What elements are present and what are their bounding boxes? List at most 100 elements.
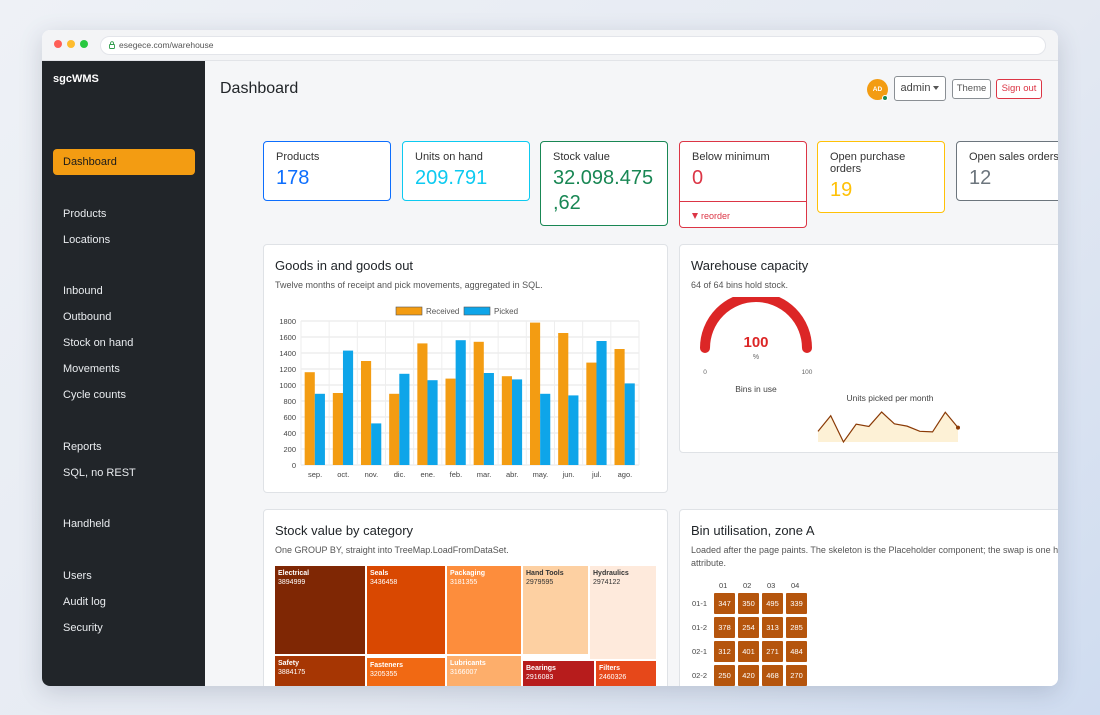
sidebar-item-handheld[interactable]: Handheld — [63, 518, 111, 530]
treemap-cell-name: Filters — [599, 665, 621, 672]
y-tick-label: 800 — [283, 397, 296, 406]
treemap-cell-lubricants[interactable]: Lubricants 3166007 — [446, 655, 522, 686]
online-status-dot — [882, 95, 888, 101]
gauge-caption: Bins in use — [735, 384, 777, 394]
bar-received[interactable] — [304, 372, 315, 465]
heatmap-row-label: 01-2 — [692, 623, 708, 632]
treemap-cell-value: 2460326 — [599, 674, 627, 681]
x-tick-label: oct. — [337, 470, 349, 479]
sidebar-item-reports[interactable]: Reports — [63, 441, 102, 453]
bin-cell[interactable]: 254 — [738, 617, 759, 638]
bin-cell[interactable]: 250 — [714, 665, 735, 686]
bar-received[interactable] — [529, 322, 541, 465]
sidebar-item-users[interactable]: Users — [63, 570, 92, 582]
theme-button[interactable]: Theme — [952, 79, 991, 99]
bar-received[interactable] — [360, 361, 372, 465]
legend-label[interactable]: Received — [426, 307, 459, 316]
bin-cell[interactable]: 401 — [738, 641, 759, 662]
bar-received[interactable] — [332, 393, 343, 465]
bar-received[interactable] — [558, 333, 569, 465]
bar-picked[interactable] — [314, 393, 325, 465]
gauge-max: 100 — [802, 369, 813, 376]
bar-received[interactable] — [501, 376, 512, 465]
treemap-cell-safety[interactable]: Safety 3884175 — [274, 655, 366, 686]
treemap-cell-hydraulics[interactable]: Hydraulics 2974122 — [589, 565, 657, 660]
category-treemap-card: Stock value by category One GROUP BY, st… — [263, 509, 668, 686]
treemap-cell-hand-tools[interactable]: Hand Tools 2979595 — [522, 565, 589, 655]
bar-picked[interactable] — [455, 340, 466, 465]
bin-cell[interactable]: 339 — [786, 593, 807, 614]
bar-picked[interactable] — [596, 341, 607, 465]
sidebar-item-sql-no-rest[interactable]: SQL, no REST — [63, 467, 136, 479]
sidebar-item-locations[interactable]: Locations — [63, 234, 111, 246]
treemap-cell-bearings[interactable]: Bearings 2916083 — [522, 660, 595, 686]
treemap-cell-packaging[interactable]: Packaging 3181355 — [446, 565, 522, 655]
bar-picked[interactable] — [540, 393, 551, 465]
bin-cell[interactable]: 378 — [714, 617, 735, 638]
treemap-cell-seals[interactable]: Seals 3436458 — [366, 565, 446, 655]
bar-received[interactable] — [473, 341, 484, 465]
bar-picked[interactable] — [511, 379, 523, 465]
main-content: Dashboard AD admin Theme Sign out Produc… — [205, 61, 1058, 686]
sign-out-button[interactable]: Sign out — [996, 79, 1042, 99]
avatar[interactable]: AD — [867, 79, 888, 100]
bin-cell[interactable]: 420 — [738, 665, 759, 686]
bar-received[interactable] — [445, 378, 456, 465]
bin-cell[interactable]: 495 — [762, 593, 783, 614]
legend-swatch[interactable] — [463, 306, 491, 316]
bin-cell[interactable]: 347 — [714, 593, 735, 614]
close-window-button[interactable] — [54, 40, 62, 48]
treemap-cell-fasteners[interactable]: Fasteners 3205355 — [366, 657, 446, 686]
bar-picked[interactable] — [399, 373, 410, 465]
bar-picked[interactable] — [427, 380, 438, 465]
bin-cell[interactable]: 468 — [762, 665, 783, 686]
treemap-cell-name: Hand Tools — [526, 570, 564, 577]
bin-cell[interactable]: 312 — [714, 641, 735, 662]
sparkline-line — [817, 411, 959, 444]
legend-swatch[interactable] — [395, 306, 423, 316]
bin-cell[interactable]: 313 — [762, 617, 783, 638]
legend-label[interactable]: Picked — [494, 307, 518, 316]
minimize-window-button[interactable] — [67, 40, 75, 48]
bar-received[interactable] — [586, 362, 597, 465]
browser-titlebar: esegece.com/warehouse — [42, 30, 1058, 61]
treemap-cell-value: 3884175 — [278, 669, 306, 676]
reorder-link[interactable]: reorder — [680, 201, 806, 227]
reorder-label: reorder — [701, 211, 731, 221]
bar-picked[interactable] — [342, 350, 354, 465]
treemap-cell-filters[interactable]: Filters 2460326 — [595, 660, 657, 686]
sidebar-item-products[interactable]: Products — [63, 208, 107, 220]
bar-picked[interactable] — [483, 373, 494, 465]
sidebar-item-outbound[interactable]: Outbound — [63, 311, 112, 323]
brand-logo[interactable]: sgcWMS — [53, 73, 99, 85]
heatmap-column-label: 01 — [719, 581, 728, 590]
sparkline-title: Units picked per month — [847, 393, 934, 403]
sidebar-item-dashboard[interactable]: Dashboard — [53, 149, 195, 175]
bar-received[interactable] — [389, 393, 400, 465]
address-bar[interactable]: esegece.com/warehouse — [100, 36, 1046, 55]
bin-cell[interactable]: 271 — [762, 641, 783, 662]
bar-received[interactable] — [417, 343, 428, 465]
bin-cell[interactable]: 484 — [786, 641, 807, 662]
bar-picked[interactable] — [624, 383, 635, 465]
maximize-window-button[interactable] — [80, 40, 88, 48]
treemap-cell-electrical[interactable]: Electrical 3894999 — [274, 565, 366, 655]
sidebar-item-cycle-counts[interactable]: Cycle counts — [63, 389, 126, 401]
bin-cell[interactable]: 285 — [786, 617, 807, 638]
bin-cell[interactable]: 270 — [786, 665, 807, 686]
sidebar-item-inbound[interactable]: Inbound — [63, 285, 103, 297]
user-menu-button[interactable]: admin — [894, 76, 946, 101]
sidebar-item-movements[interactable]: Movements — [63, 363, 120, 375]
bin-cell[interactable]: 350 — [738, 593, 759, 614]
sidebar-item-security[interactable]: Security — [63, 622, 103, 634]
y-tick-label: 400 — [283, 429, 296, 438]
address-url: esegece.com/warehouse — [119, 40, 214, 50]
kpi-label: Products — [276, 151, 320, 163]
bar-received[interactable] — [614, 349, 625, 465]
sidebar-item-stock-on-hand[interactable]: Stock on hand — [63, 337, 134, 349]
sidebar-item-audit-log[interactable]: Audit log — [63, 596, 106, 608]
treemap-cell-value: 2974122 — [593, 579, 621, 586]
bar-picked[interactable] — [568, 395, 579, 465]
bar-picked[interactable] — [371, 423, 382, 465]
treemap-cell-name: Safety — [278, 660, 300, 667]
